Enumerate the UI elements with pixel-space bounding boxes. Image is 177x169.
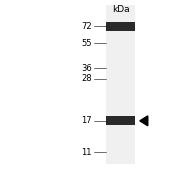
Text: 55: 55 — [82, 39, 92, 48]
Text: 36: 36 — [81, 64, 92, 73]
FancyBboxPatch shape — [106, 5, 135, 164]
Text: kDa: kDa — [112, 5, 130, 14]
Bar — [106, 21, 135, 31]
Text: 28: 28 — [81, 74, 92, 83]
Text: 11: 11 — [82, 148, 92, 157]
Text: 72: 72 — [81, 22, 92, 31]
Bar — [106, 116, 135, 125]
Text: 17: 17 — [81, 116, 92, 125]
Polygon shape — [140, 116, 148, 126]
